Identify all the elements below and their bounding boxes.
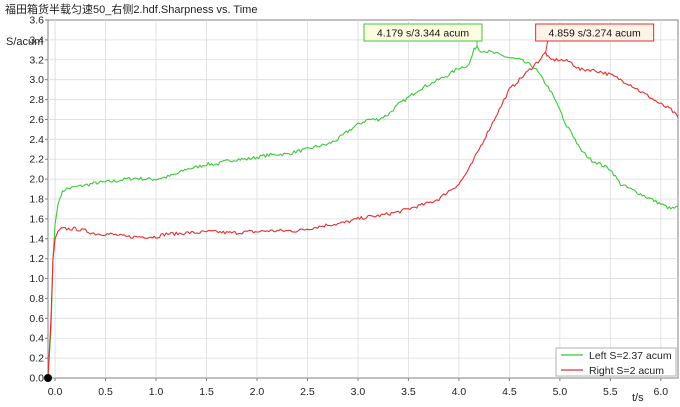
- legend-entry-left: Left S=2.37 acum: [589, 350, 672, 362]
- y-tick-label: 1.4: [29, 233, 44, 245]
- callout-leader: [545, 40, 549, 53]
- y-tick-label: 1.2: [29, 253, 44, 265]
- x-ticks: 0.0 0.5 1.0 1.5 2.0 2.5 3.0 3.5 4.0 4.5 5.0 5.5 6.0: [48, 378, 669, 398]
- y-tick-label: 2.0: [29, 174, 44, 186]
- y-tick-label: 1.8: [29, 194, 44, 206]
- cursor-marker[interactable]: [44, 374, 52, 382]
- series-lines: [47, 45, 679, 379]
- legend-box: [555, 347, 677, 377]
- callout-box: [363, 23, 483, 42]
- y-tick-label: 1.0: [29, 273, 44, 285]
- callout-box: [535, 23, 655, 42]
- y-tick-label: 1.6: [29, 213, 44, 225]
- x-tick-label: 4.5: [502, 386, 517, 398]
- x-tick-label: 6.0: [654, 386, 669, 398]
- x-tick-label: 4.0: [452, 386, 467, 398]
- y-tick-label: 0.6: [29, 313, 44, 325]
- legend: Left S=2.37 acum Right S=2 acum: [555, 347, 677, 377]
- y-axis-label: S/acum: [6, 36, 43, 48]
- y-tick-label: 3.6: [29, 15, 44, 27]
- series-line-1: [47, 51, 679, 379]
- y-ticks: 0.0 0.2 0.4 0.6 0.8 1.0 1.2 1.4 1.6 1.8 2.0 2.2 2.4 2…: [29, 15, 48, 385]
- y-tick-label: 2.8: [29, 94, 44, 106]
- x-tick-label: 3.0: [351, 386, 366, 398]
- y-tick-label: 2.2: [29, 154, 44, 166]
- y-tick-label: 0.4: [29, 333, 44, 345]
- chart-title: 福田箱货半载匀速50_右侧2.hdf.Sharpness vs. Time: [5, 4, 258, 16]
- y-tick-label: 0.0: [29, 373, 44, 385]
- y-tick-label: 3.0: [29, 74, 44, 86]
- x-tick-label: 0.5: [98, 386, 113, 398]
- x-tick-label: 2.5: [300, 386, 315, 398]
- callouts: 4.179 s/3.344 acum 4.859 s/3.274 acum: [363, 23, 655, 53]
- x-tick-label: 5.0: [553, 386, 568, 398]
- callout-label: 4.179 s/3.344 acum: [377, 28, 469, 40]
- legend-entry-right: Right S=2 acum: [589, 365, 664, 377]
- x-tick-label: 5.5: [603, 386, 618, 398]
- x-axis-label: t/s: [632, 392, 644, 404]
- callout-label: 4.859 s/3.274 acum: [549, 28, 641, 40]
- y-tick-label: 0.8: [29, 293, 44, 305]
- x-tick-label: 1.0: [149, 386, 164, 398]
- series-line-0: [47, 45, 679, 379]
- x-tick-label: 1.5: [199, 386, 214, 398]
- y-tick-label: 2.4: [29, 134, 44, 146]
- y-tick-label: 3.2: [29, 54, 44, 66]
- x-tick-label: 0.0: [48, 386, 63, 398]
- y-tick-label: 3.4: [29, 34, 44, 46]
- y-tick-label: 0.2: [29, 353, 44, 365]
- x-tick-label: 3.5: [401, 386, 416, 398]
- y-tick-label: 2.6: [29, 114, 44, 126]
- x-tick-label: 2.0: [250, 386, 265, 398]
